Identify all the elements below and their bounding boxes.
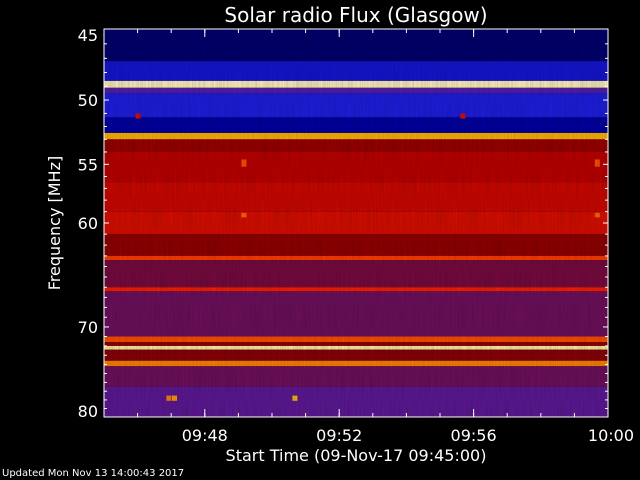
y-tick-label-2: 55 [78, 155, 98, 174]
y-tick-label-4: 70 [78, 318, 98, 337]
y-tick-label-1: 50 [78, 91, 98, 110]
y-axis: 45 50 55 60 70 80 [78, 26, 608, 421]
plot-area [104, 29, 608, 417]
y-axis-label: Frequency [MHz] [45, 156, 64, 290]
x-tick-label-1: 09:52 [316, 426, 362, 445]
x-axis: 09:48 09:52 09:56 10:00 [137, 29, 634, 445]
x-axis-label: Start Time (09-Nov-17 09:45:00) [226, 446, 487, 465]
x-tick-label-0: 09:48 [182, 426, 228, 445]
chart-title: Solar radio Flux (Glasgow) [224, 3, 487, 27]
x-tick-label-3: 10:00 [588, 426, 634, 445]
x-tick-label-2: 09:56 [451, 426, 497, 445]
noise-texture [104, 29, 608, 417]
y-tick-label-5: 80 [78, 402, 98, 421]
y-tick-label-3: 60 [78, 214, 98, 233]
y-tick-label-0: 45 [78, 26, 98, 45]
updated-timestamp: Updated Mon Nov 13 14:00:43 2017 [2, 468, 185, 479]
